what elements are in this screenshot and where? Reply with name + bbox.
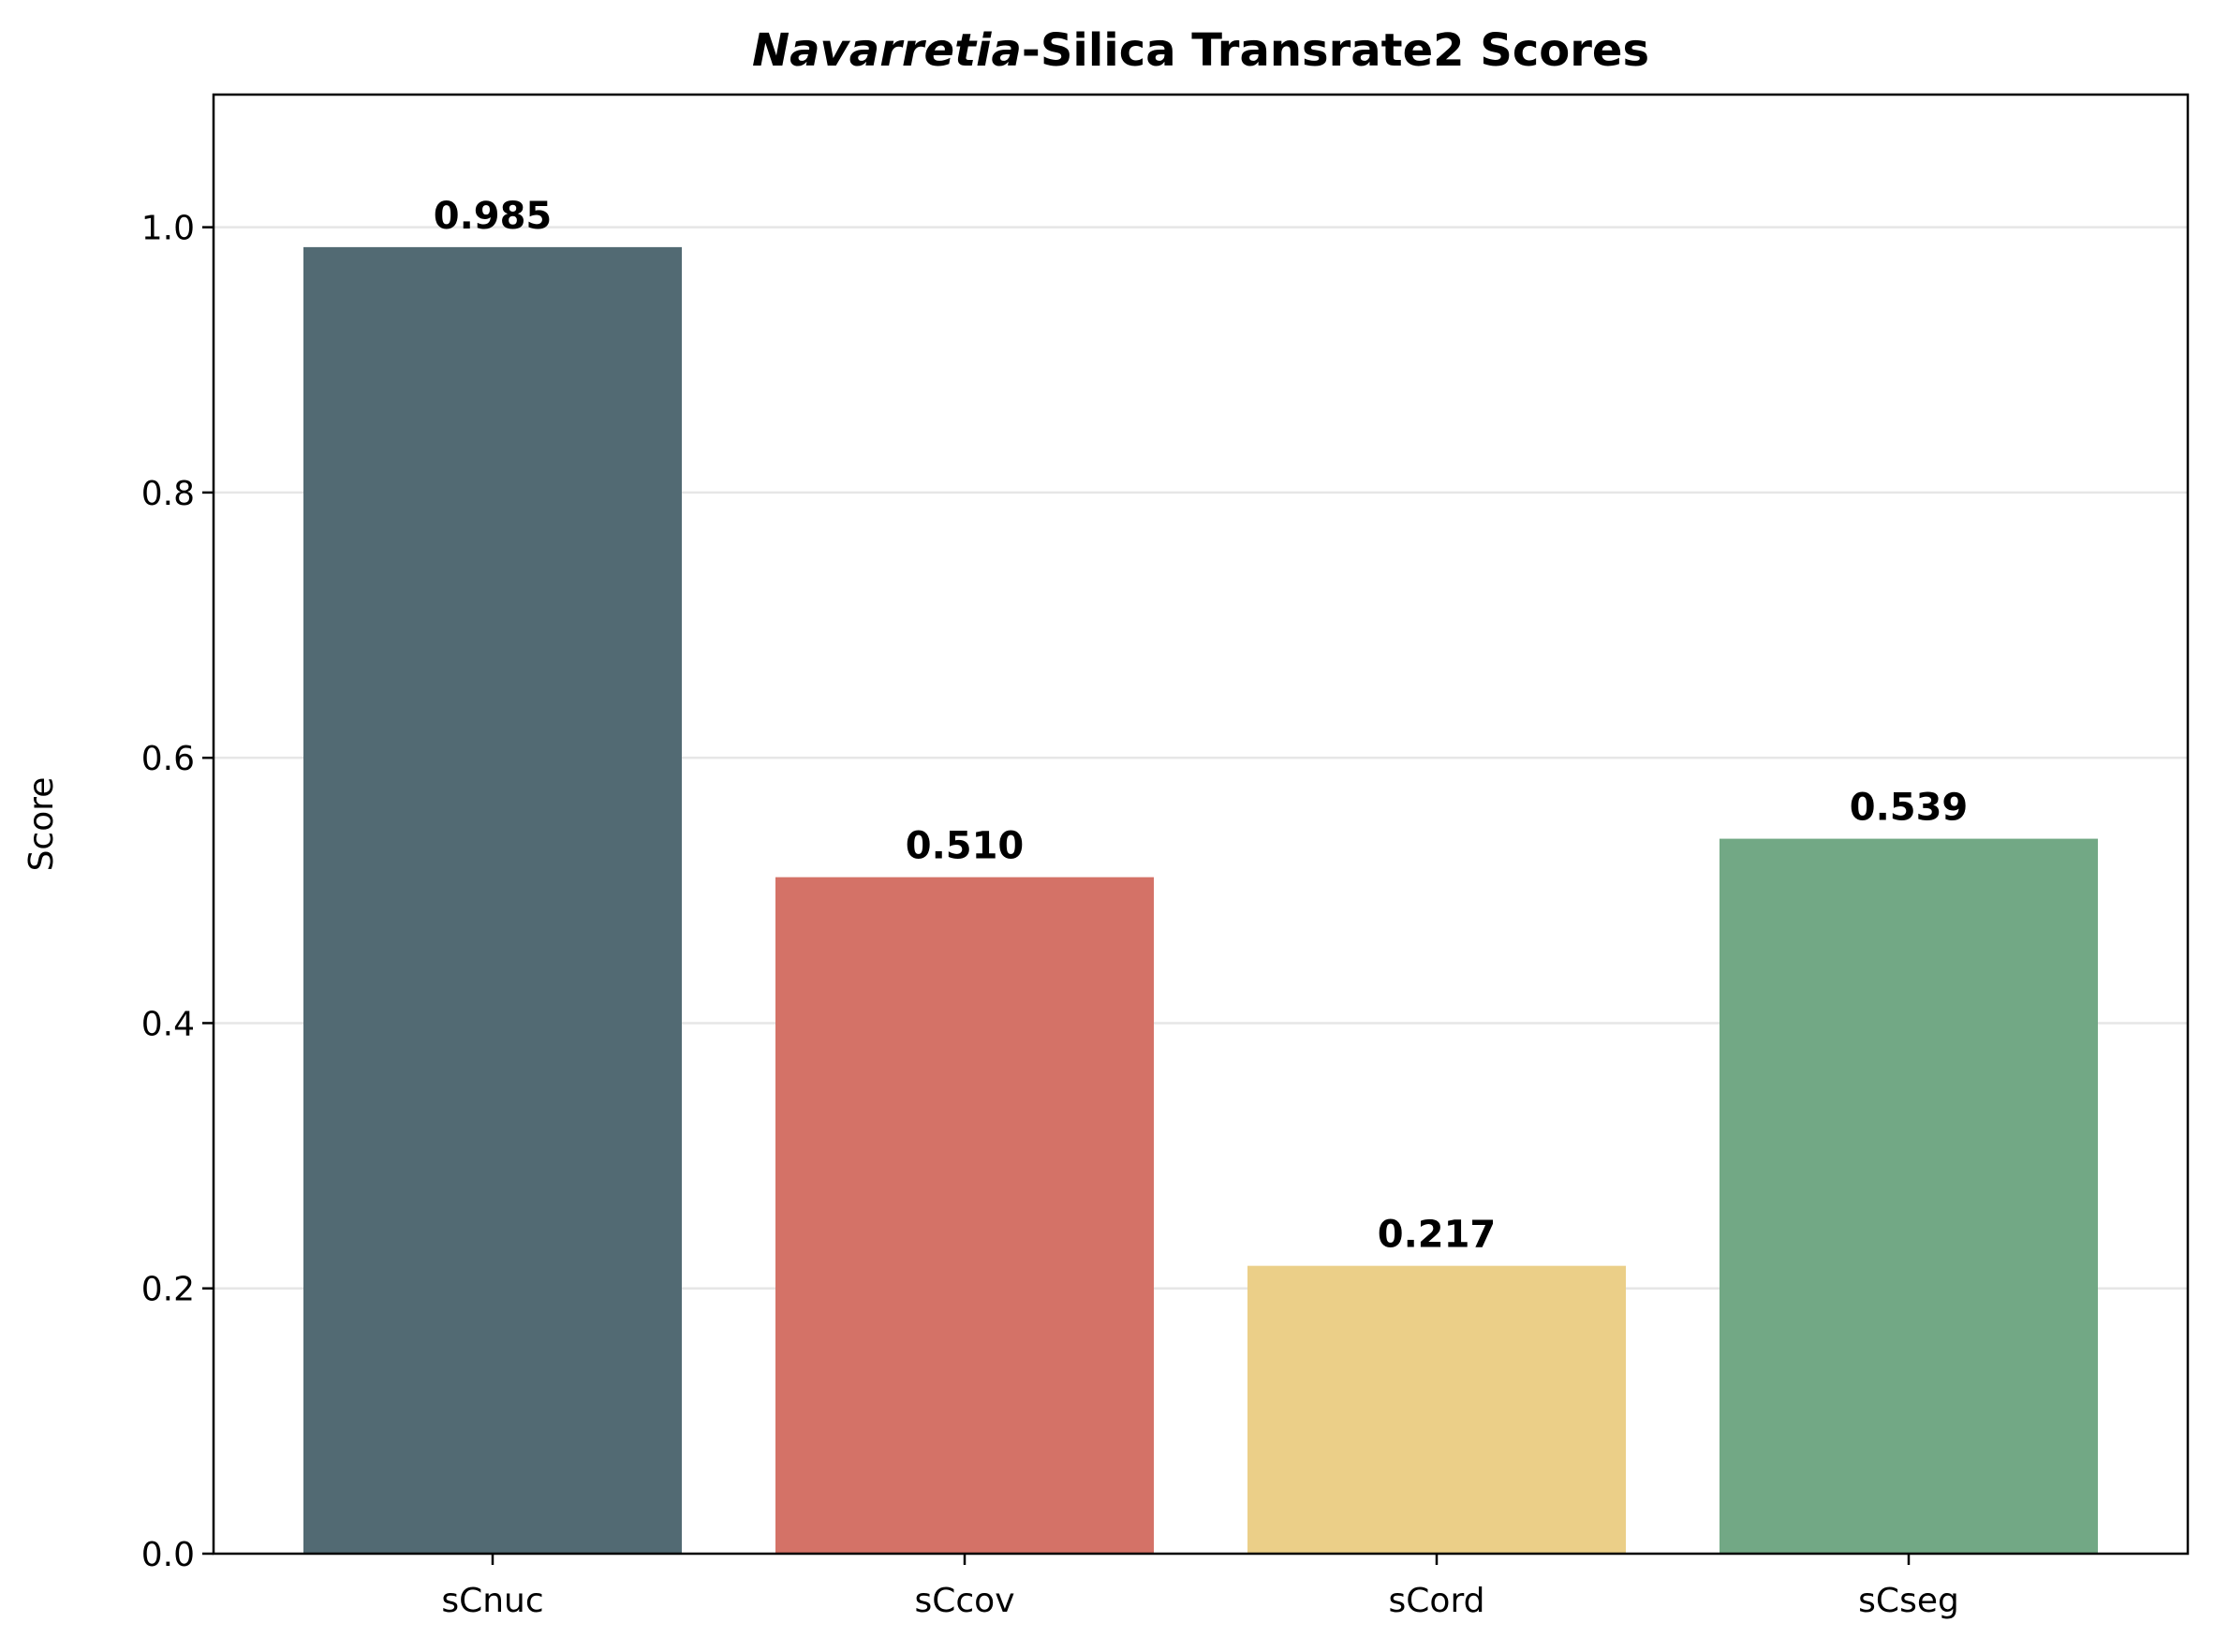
y-axis-ticks: 0.0 0.2 0.4 0.6 0.8 1.0 xyxy=(141,210,214,1574)
value-label-sCcov: 0.510 xyxy=(906,825,1025,868)
bar-sCseg xyxy=(1720,838,2098,1554)
y-tick-label: 1.0 xyxy=(141,210,195,248)
y-tick-label: 0.0 xyxy=(141,1536,195,1574)
y-axis-label: Score xyxy=(22,777,61,872)
x-tick-label-sCseg: sCseg xyxy=(1858,1582,1959,1620)
value-labels: 0.985 0.510 0.217 0.539 xyxy=(434,195,1969,1257)
value-label-sCnuc: 0.985 xyxy=(434,195,553,238)
value-label-sCord: 0.217 xyxy=(1378,1214,1497,1257)
chart-title-italic: Navarretia xyxy=(752,24,1022,77)
x-tick-label-sCord: sCord xyxy=(1389,1582,1485,1620)
y-tick-label: 0.6 xyxy=(141,740,195,778)
bar-sCnuc xyxy=(303,246,682,1554)
bars xyxy=(303,246,2098,1554)
x-tick-label-sCnuc: sCnuc xyxy=(441,1582,543,1620)
y-tick-label: 0.2 xyxy=(141,1271,195,1309)
value-label-sCseg: 0.539 xyxy=(1850,787,1969,830)
chart-title: Navarretia-Silica Transrate2 Scores xyxy=(752,24,1649,77)
plot-frame xyxy=(212,93,2190,1556)
x-axis-ticks: sCnuc sCcov sCord sCseg xyxy=(441,1554,1959,1620)
y-tick-label: 0.4 xyxy=(141,1005,195,1043)
y-tick-label: 0.8 xyxy=(141,475,195,513)
bar-sCord xyxy=(1247,1265,1626,1554)
chart-title-rest: -Silica Transrate2 Scores xyxy=(1022,24,1649,77)
x-tick-label-sCcov: sCcov xyxy=(914,1582,1014,1620)
bar-sCcov xyxy=(775,877,1154,1554)
